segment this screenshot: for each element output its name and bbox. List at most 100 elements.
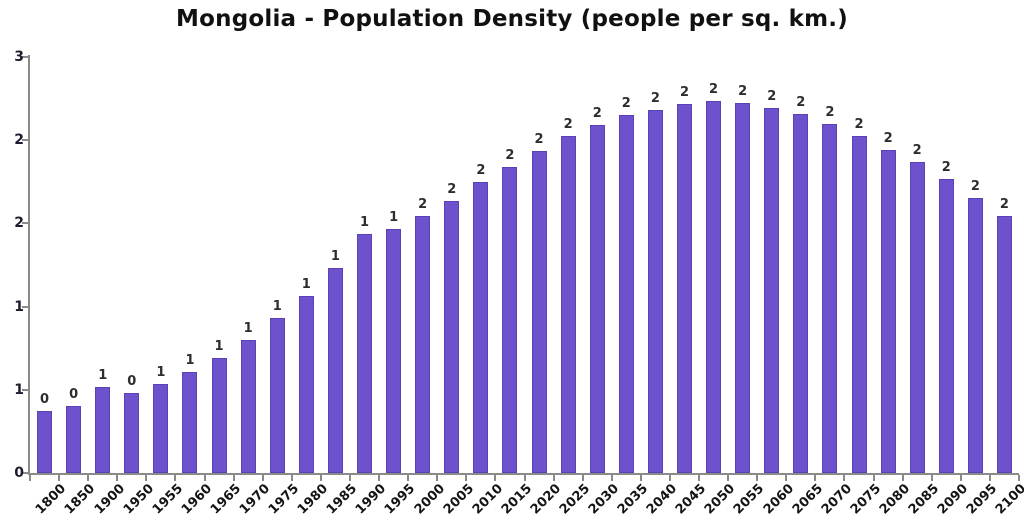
x-tick-label: 2020 bbox=[527, 481, 564, 518]
bar-value-label: 2 bbox=[970, 179, 980, 195]
x-tick-mark bbox=[756, 475, 759, 481]
y-tick-label: 1 bbox=[14, 381, 24, 398]
y-tick-label: 0 bbox=[14, 465, 24, 481]
x-tick-mark bbox=[930, 475, 933, 481]
bar bbox=[37, 410, 53, 473]
x-tick-mark bbox=[872, 475, 875, 481]
x-tick-label: 1970 bbox=[236, 481, 274, 518]
bar bbox=[502, 166, 518, 473]
x-tick-label: 2060 bbox=[760, 481, 797, 518]
x-tick-mark bbox=[290, 475, 293, 481]
bar bbox=[735, 102, 751, 473]
bar bbox=[327, 267, 343, 473]
x-tick-mark bbox=[145, 475, 148, 481]
bar bbox=[240, 339, 256, 473]
bar-value-label: 2 bbox=[883, 130, 893, 146]
bar-value-label: 2 bbox=[505, 147, 515, 163]
x-tick-label: 2070 bbox=[818, 481, 855, 518]
x-tick-mark bbox=[87, 475, 90, 481]
x-tick-mark bbox=[843, 475, 846, 481]
bar-value-label: 1 bbox=[389, 209, 399, 225]
bar-value-label: 2 bbox=[825, 104, 835, 120]
x-tick-mark bbox=[58, 475, 61, 481]
y-tick-label: 2 bbox=[14, 215, 24, 232]
y-tick-mark bbox=[22, 388, 28, 391]
x-tick-label: 2045 bbox=[673, 481, 710, 518]
y-tick-mark bbox=[22, 472, 28, 474]
bar-value-label: 2 bbox=[563, 117, 573, 133]
bar-value-label: 2 bbox=[534, 132, 544, 148]
x-tick-label: 1975 bbox=[265, 481, 303, 518]
bar bbox=[589, 124, 605, 473]
bar-value-label: 0 bbox=[69, 387, 79, 403]
x-tick-mark bbox=[639, 475, 642, 481]
bar bbox=[415, 216, 431, 473]
x-tick-label: 2000 bbox=[411, 481, 448, 518]
bar bbox=[269, 317, 285, 473]
bar-value-label: 1 bbox=[98, 368, 108, 384]
x-tick-label: 2055 bbox=[731, 481, 768, 518]
bar-value-label: 1 bbox=[214, 338, 224, 354]
x-tick-label: 2075 bbox=[847, 481, 884, 518]
x-tick-label: 2085 bbox=[905, 481, 943, 518]
x-tick-label: 2025 bbox=[556, 481, 594, 518]
x-tick-label: 1990 bbox=[353, 481, 390, 518]
bar-value-label: 2 bbox=[796, 94, 806, 110]
x-tick-mark bbox=[174, 475, 177, 481]
bar-value-label: 0 bbox=[127, 373, 137, 389]
bar bbox=[386, 228, 402, 473]
bar bbox=[706, 101, 722, 473]
x-tick-mark bbox=[814, 475, 817, 481]
bar bbox=[124, 392, 140, 473]
x-tick-mark bbox=[581, 475, 584, 481]
x-tick-label: 1985 bbox=[324, 481, 361, 518]
bar-value-label: 2 bbox=[941, 160, 951, 176]
bar bbox=[211, 357, 227, 473]
x-tick-label: 1960 bbox=[178, 481, 215, 518]
bar-value-label: 2 bbox=[476, 162, 486, 178]
y-tick-label: 3 bbox=[14, 49, 24, 65]
x-tick-label: 2010 bbox=[469, 481, 506, 518]
x-tick-mark bbox=[378, 475, 381, 481]
bar bbox=[996, 216, 1012, 473]
bar-value-label: 2 bbox=[592, 105, 602, 121]
x-tick-mark bbox=[494, 475, 497, 481]
x-tick-mark bbox=[261, 475, 264, 481]
x-tick-mark bbox=[465, 475, 468, 481]
bar bbox=[153, 384, 169, 473]
x-tick-mark bbox=[523, 475, 526, 481]
x-tick-mark bbox=[959, 475, 962, 481]
y-tick-mark bbox=[22, 56, 28, 58]
x-tick-label: 2030 bbox=[585, 481, 623, 518]
x-tick-mark bbox=[116, 475, 119, 481]
bar bbox=[880, 149, 896, 473]
x-tick-mark bbox=[988, 475, 991, 481]
x-tick-label: 2040 bbox=[644, 481, 681, 518]
bar bbox=[66, 406, 82, 473]
bar-value-label: 2 bbox=[738, 83, 748, 99]
bar bbox=[822, 123, 838, 473]
y-axis-line bbox=[28, 55, 30, 473]
bar bbox=[647, 109, 663, 473]
x-tick-mark bbox=[319, 475, 322, 481]
x-tick-label: 2100 bbox=[993, 481, 1024, 518]
x-tick-label: 2065 bbox=[789, 481, 826, 518]
x-tick-label: 1995 bbox=[382, 481, 419, 518]
x-tick-mark bbox=[348, 475, 351, 481]
bar bbox=[357, 234, 372, 473]
x-tick-label: 2015 bbox=[498, 481, 535, 518]
bar-value-label: 2 bbox=[679, 85, 689, 101]
x-tick-label: 1950 bbox=[120, 481, 157, 518]
bar-value-label: 2 bbox=[854, 117, 864, 133]
bar bbox=[793, 113, 809, 473]
bar bbox=[676, 104, 692, 473]
bar-value-label: 2 bbox=[447, 182, 457, 198]
bar bbox=[938, 179, 954, 473]
x-tick-label: 1980 bbox=[295, 481, 332, 518]
x-tick-mark bbox=[727, 475, 730, 481]
bar-value-label: 1 bbox=[301, 276, 311, 292]
bar bbox=[298, 295, 314, 473]
bar-value-label: 1 bbox=[156, 365, 166, 381]
bar-value-label: 2 bbox=[650, 90, 660, 106]
x-tick-mark bbox=[785, 475, 788, 481]
